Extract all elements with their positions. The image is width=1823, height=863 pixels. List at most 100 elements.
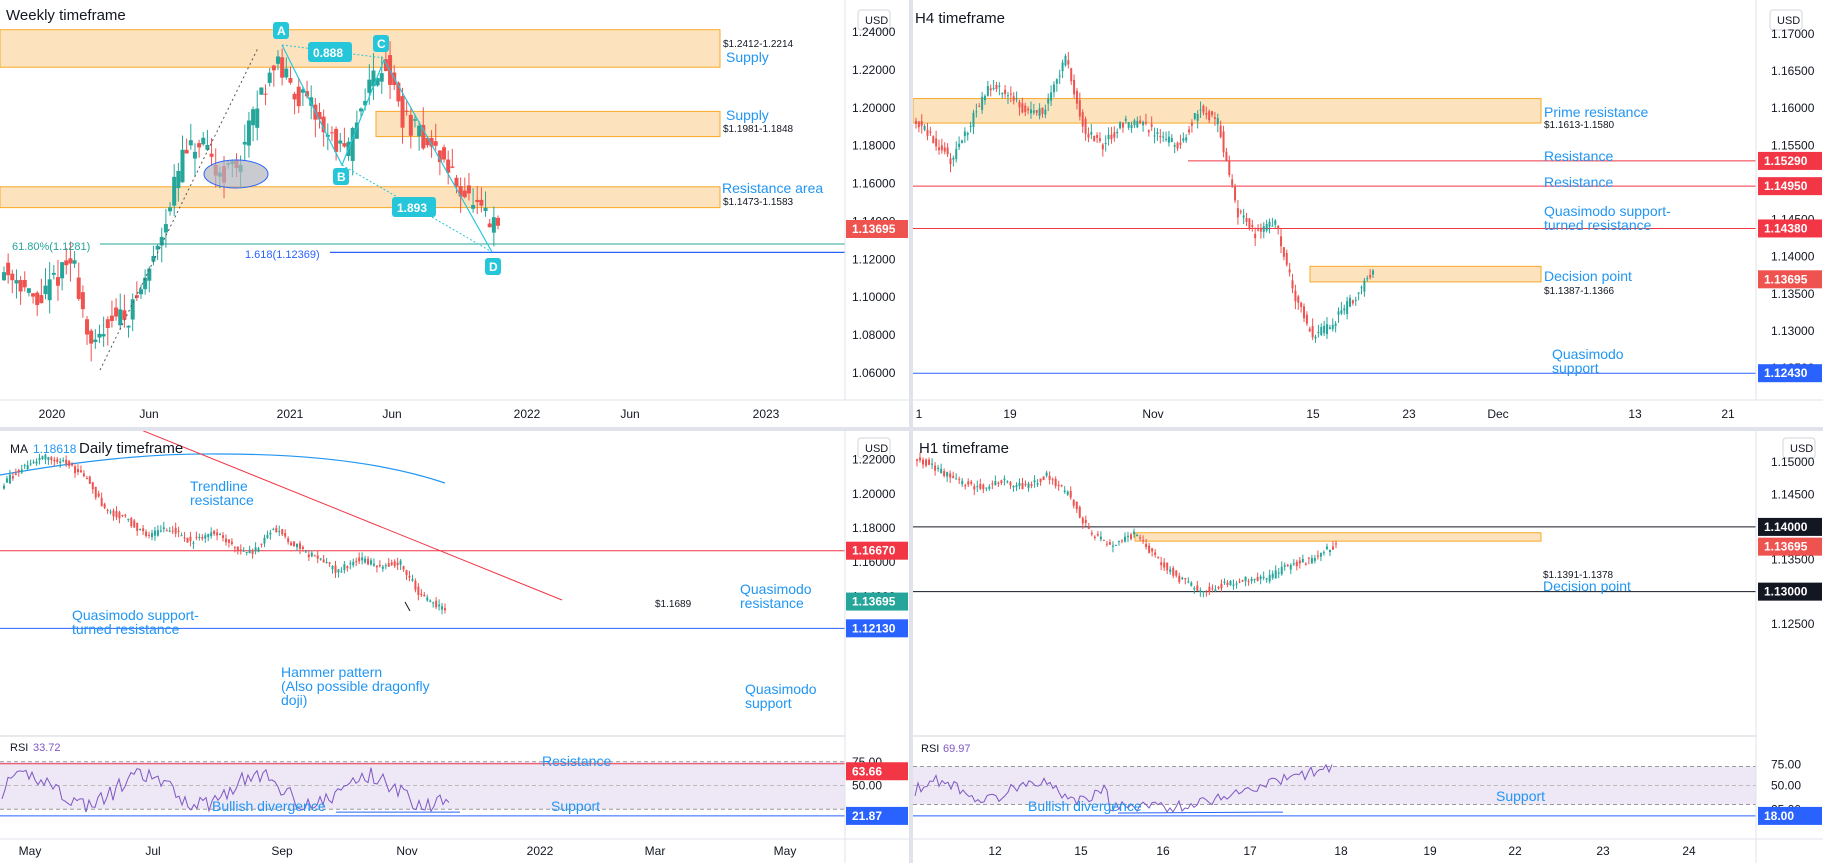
h4-price-tag[interactable] — [1758, 270, 1822, 289]
daily-candle-body — [180, 535, 183, 537]
h1-candle-body — [1123, 536, 1126, 542]
h4-candle-body — [1366, 278, 1369, 280]
h1-candle-body — [1084, 519, 1087, 523]
weekly-candle-body — [2, 272, 6, 281]
daily-panel[interactable]: MA 1.18618 Daily timeframe USD 1.22000 1.… — [0, 431, 909, 863]
weekly-candle-body — [479, 199, 484, 206]
h1-rsi-tick: 50.00 — [1771, 779, 1801, 793]
h1-price-axis[interactable]: 1.150001.145001.135001.1250075.0050.0025… — [1771, 455, 1815, 816]
h4-candle-body — [1084, 118, 1087, 134]
h1-time-axis[interactable]: 12 15 16 17 18 19 22 23 24 — [988, 844, 1696, 858]
weekly-candle-body — [130, 299, 135, 320]
daily-candle-body — [186, 537, 189, 543]
decision-zone — [1309, 265, 1542, 283]
weekly-candle-body — [43, 285, 48, 295]
daily-candle-body — [405, 570, 408, 576]
h1-candle-body — [1289, 565, 1292, 570]
h4-candle-body — [1006, 95, 1009, 97]
h1-panel[interactable]: H1 timeframe USD 1.15000 1.14500 1.13500 1.… — [913, 431, 1823, 863]
h1-candle-body — [1036, 483, 1039, 485]
h4-candle-body — [1107, 134, 1110, 140]
currency-badge[interactable] — [857, 9, 891, 31]
weekly-candle-body — [143, 277, 148, 290]
daily-price-tag[interactable] — [846, 541, 908, 560]
daily-candle-body — [298, 543, 301, 549]
h1-price-tag[interactable] — [1758, 537, 1822, 556]
h1-price-tag[interactable] — [1758, 517, 1822, 536]
daily-price-tag[interactable] — [846, 619, 908, 638]
h4-candle-body — [1047, 98, 1050, 104]
h1-rsi-tag[interactable] — [1758, 806, 1822, 825]
supply-zone-1 — [0, 29, 721, 68]
daily-candle-body — [325, 561, 328, 563]
daily-rsi-tag[interactable] — [846, 806, 908, 825]
h4-time-axis[interactable]: 1 19 Nov 15 23 Dec 13 21 — [916, 407, 1735, 421]
h4-price-tag-text: 1.13695 — [1764, 272, 1808, 286]
h4-candle-body — [1242, 215, 1245, 218]
weekly-candle-body — [367, 79, 372, 93]
h4-price-tag[interactable] — [1758, 364, 1822, 383]
h4-chart[interactable]: H4 timeframe USD 1.17000 1.16500 1.16000 1.… — [913, 0, 1823, 427]
currency-badge[interactable] — [857, 437, 891, 459]
h4-price-axis[interactable]: 1.170001.165001.160001.155001.150001.145… — [1771, 27, 1815, 375]
weekly-candle-body — [201, 137, 206, 145]
h4-panel[interactable]: H4 timeframe USD 1.17000 1.16500 1.16000 1.… — [913, 0, 1823, 427]
h4-time-tick: 1 — [916, 407, 923, 421]
weekly-price-tag[interactable] — [846, 220, 908, 238]
h4-candle-body — [958, 143, 961, 148]
h4-price-tick: 1.15500 — [1771, 138, 1815, 152]
daily-candle-body — [310, 552, 313, 557]
weekly-chart[interactable]: Weekly timeframe USD 1.24000 1.22000 1.200… — [0, 0, 909, 427]
weekly-candle-body — [68, 258, 73, 264]
daily-candle-body — [301, 546, 304, 549]
weekly-candle-body — [305, 91, 310, 97]
daily-candle-body — [313, 555, 316, 557]
h4-candle-body — [1038, 108, 1041, 116]
weekly-price-axis[interactable]: 1.240001.220001.200001.180001.160001.140… — [852, 25, 896, 380]
h4-price-tag[interactable] — [1758, 219, 1822, 238]
daily-chart[interactable]: MA 1.18618 Daily timeframe USD 1.22000 1.… — [0, 431, 909, 863]
resistance-area-label: Resistance area — [722, 180, 823, 196]
h1-candle-body — [1021, 483, 1024, 490]
h4-price-tag[interactable] — [1758, 177, 1822, 196]
daily-time-axis[interactable]: May Jul Sep Nov 2022 Mar May — [19, 844, 797, 858]
h1-candle-body — [1274, 570, 1277, 579]
h4-price-tick: 1.16500 — [1771, 64, 1815, 78]
currency-badge[interactable] — [1782, 437, 1816, 459]
h1-candle-body — [922, 459, 925, 465]
weekly-candle-body — [97, 333, 102, 338]
h1-candle-body — [925, 459, 928, 466]
h1-rsi-tag-text: 18.00 — [1764, 809, 1794, 823]
h4-candle-body — [1153, 135, 1156, 137]
decision-label: Decision point — [1544, 268, 1632, 284]
h1-candle-body — [1087, 527, 1090, 529]
h4-candle-body — [1328, 327, 1331, 329]
currency-badge[interactable] — [1769, 9, 1803, 31]
h4-candle-body — [1087, 133, 1090, 138]
fib-61-label: 61.80%(1.1281) — [12, 241, 90, 253]
daily-candle-body — [35, 461, 38, 464]
h4-candle-body — [992, 87, 995, 89]
daily-candle-body — [5, 478, 8, 483]
weekly-candle-body — [118, 309, 123, 326]
daily-candle-body — [97, 493, 100, 497]
h1-candle-body — [970, 481, 973, 484]
weekly-candle-body — [454, 177, 459, 187]
weekly-time-axis[interactable]: 2020 Jun 2021 Jun 2022 Jun 2023 — [39, 407, 780, 421]
h4-candle-body — [1248, 218, 1251, 228]
h1-candle-body — [928, 459, 931, 465]
h1-price-tag[interactable] — [1758, 582, 1822, 601]
weekly-time-tick: 2022 — [514, 407, 541, 421]
weekly-candle-body — [317, 111, 322, 120]
h1-candle-body — [1151, 548, 1154, 552]
h4-price-tick: 1.16000 — [1771, 101, 1815, 115]
daily-price-tag[interactable] — [846, 592, 908, 611]
h4-candle-body — [1239, 211, 1242, 213]
weekly-candle-body — [334, 128, 339, 152]
weekly-panel[interactable]: Weekly timeframe USD 1.24000 1.22000 1.200… — [0, 0, 909, 427]
h4-price-tag[interactable] — [1758, 151, 1822, 170]
daily-rsi-tag[interactable] — [846, 762, 908, 781]
qm-resistance-line1: Quasimodo — [740, 581, 812, 597]
h1-chart[interactable]: H1 timeframe USD 1.150001.145001.135001.… — [913, 431, 1823, 863]
decision-label: Decision point — [1543, 578, 1631, 594]
